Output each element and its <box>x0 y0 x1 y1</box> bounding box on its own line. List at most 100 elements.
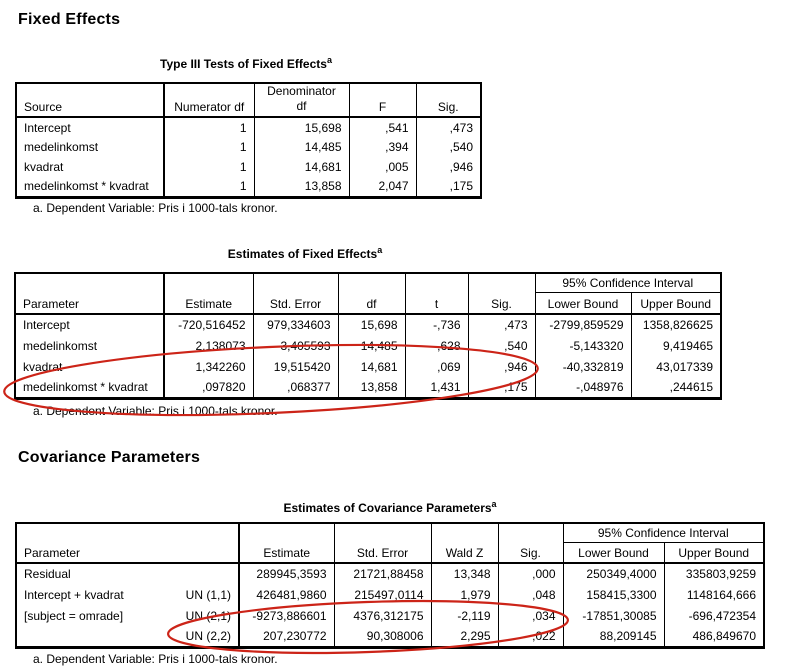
cell-estimate: -9273,886601 <box>238 605 334 626</box>
row-label: medelinkomst * kvadrat <box>23 379 148 394</box>
cell-std-error: 979,334603 <box>252 314 338 335</box>
cell-lower-bound: -17851,30085 <box>562 605 664 626</box>
cell-sig: ,034 <box>497 605 563 626</box>
cell-wald-z: 2,295 <box>430 626 498 647</box>
cell-std-error: 90,308006 <box>333 626 431 647</box>
cell-sig: ,540 <box>467 335 535 356</box>
cell-df: 14,485 <box>337 335 405 356</box>
parameter-label: [subject = omrade] <box>24 608 124 623</box>
parameter-sublabel: UN (2,1) <box>185 608 231 623</box>
parameter-sublabel: UN (1,1) <box>185 587 231 602</box>
row-label: Intercept <box>24 120 71 135</box>
cell-f: ,541 <box>348 117 416 137</box>
cell-t: ,069 <box>404 356 468 377</box>
cell-estimate: 426481,9860 <box>238 584 334 605</box>
cell-sig: ,175 <box>415 177 481 197</box>
cell-denominator-df: 15,698 <box>253 117 349 137</box>
col-header-parameter: Parameter <box>16 523 239 564</box>
table-header: Parameter Estimate Std. Error df t Sig. … <box>15 273 721 315</box>
cell-upper-bound: -696,472354 <box>663 605 764 626</box>
cell-sig: ,175 <box>467 377 535 398</box>
cell-numerator-df: 1 <box>163 137 254 157</box>
cell-numerator-df: 1 <box>163 157 254 177</box>
cell-upper-bound: ,244615 <box>630 377 721 398</box>
covariance-parameters-table: Parameter Estimate Std. Error Wald Z Sig… <box>15 522 765 649</box>
cell-upper-bound: 335803,9259 <box>663 563 764 584</box>
cell-denominator-df: 14,681 <box>253 157 349 177</box>
table-row: Intercept 1 15,698 ,541 ,473 <box>16 117 481 137</box>
col-header-f: F <box>348 83 416 118</box>
covariance-table-footnote: a. Dependent Variable: Pris i 1000-tals … <box>33 652 278 666</box>
cell-wald-z: 13,348 <box>430 563 498 584</box>
cell-std-error: 215497,0114 <box>333 584 431 605</box>
col-header-df: df <box>337 273 405 315</box>
cell-df: 15,698 <box>337 314 405 335</box>
table-row: medelinkomst 2,138073 3,405593 14,485 ,6… <box>15 335 721 356</box>
cell-sig: ,473 <box>415 117 481 137</box>
row-label: [subject = omrade] UN (2,1) <box>16 605 239 626</box>
cell-upper-bound: 43,017339 <box>630 356 721 377</box>
cell-df: 14,681 <box>337 356 405 377</box>
cell-sig: ,000 <box>497 563 563 584</box>
col-header-estimate: Estimate <box>238 523 334 564</box>
parameter-sublabel: UN (2,2) <box>185 628 231 643</box>
cell-sig: ,048 <box>497 584 563 605</box>
col-header-sig: Sig. <box>497 523 563 564</box>
col-header-parameter: Parameter <box>15 273 164 315</box>
cell-sig: ,540 <box>415 137 481 157</box>
table-row: Intercept -720,516452 979,334603 15,698 … <box>15 314 721 335</box>
col-header-lower-bound: Lower Bound <box>534 292 631 315</box>
cell-t: 1,431 <box>404 377 468 398</box>
col-header-wald-z: Wald Z <box>430 523 498 564</box>
row-label: kvadrat <box>23 359 63 374</box>
col-header-std-error: Std. Error <box>333 523 431 564</box>
cell-std-error: 4376,312175 <box>333 605 431 626</box>
cell-upper-bound: 9,419465 <box>630 335 721 356</box>
cell-upper-bound: 486,849670 <box>663 626 764 647</box>
cell-estimate: -720,516452 <box>163 314 253 335</box>
cell-lower-bound: -2799,859529 <box>534 314 631 335</box>
cell-lower-bound: -,048976 <box>534 377 631 398</box>
cell-std-error: ,068377 <box>252 377 338 398</box>
cell-lower-bound: -5,143320 <box>534 335 631 356</box>
cell-lower-bound: -40,332819 <box>534 356 631 377</box>
cell-std-error: 19,515420 <box>252 356 338 377</box>
cell-t: -,736 <box>404 314 468 335</box>
cell-sig: ,022 <box>497 626 563 647</box>
row-label: medelinkomst * kvadrat <box>24 179 149 194</box>
col-header-confidence-interval: 95% Confidence Interval <box>562 523 764 543</box>
table-row: medelinkomst * kvadrat ,097820 ,068377 1… <box>15 377 721 398</box>
parameter-label: Residual <box>24 567 71 581</box>
col-header-upper-bound: Upper Bound <box>630 292 721 315</box>
col-header-confidence-interval: 95% Confidence Interval <box>534 273 721 293</box>
cell-denominator-df: 13,858 <box>253 177 349 197</box>
estimates-table-title: Estimates of Fixed Effectsa <box>227 245 383 261</box>
cell-sig: ,946 <box>415 157 481 177</box>
cell-sig: ,473 <box>467 314 535 335</box>
type3-tests-table: Source Numerator df Denominator df F Sig… <box>15 82 482 199</box>
cell-wald-z: 1,979 <box>430 584 498 605</box>
cell-estimate: 289945,3593 <box>238 563 334 584</box>
table-row: kvadrat 1,342260 19,515420 14,681 ,069 ,… <box>15 356 721 377</box>
footnote-marker: a <box>491 499 497 509</box>
col-header-t: t <box>404 273 468 315</box>
covariance-parameters-heading: Covariance Parameters <box>18 449 201 466</box>
row-label: Intercept <box>23 318 70 332</box>
cell-estimate: 2,138073 <box>163 335 253 356</box>
cell-lower-bound: 88,209145 <box>562 626 664 647</box>
cell-t: ,628 <box>404 335 468 356</box>
col-header-upper-bound: Upper Bound <box>663 542 764 564</box>
parameter-label: Intercept + kvadrat <box>24 587 124 602</box>
cell-numerator-df: 1 <box>163 117 254 137</box>
row-label: medelinkomst <box>23 338 98 353</box>
cell-denominator-df: 14,485 <box>253 137 349 157</box>
row-label: Intercept + kvadrat UN (1,1) <box>16 584 239 605</box>
fixed-effects-heading: Fixed Effects <box>18 11 121 28</box>
cell-df: 13,858 <box>337 377 405 398</box>
cell-lower-bound: 250349,4000 <box>562 563 664 584</box>
col-header-denominator-df: Denominator df <box>253 83 349 118</box>
col-header-std-error: Std. Error <box>252 273 338 315</box>
cell-numerator-df: 1 <box>163 177 254 197</box>
table-row: kvadrat 1 14,681 ,005 ,946 <box>16 157 481 177</box>
cell-estimate: 207,230772 <box>238 626 334 647</box>
